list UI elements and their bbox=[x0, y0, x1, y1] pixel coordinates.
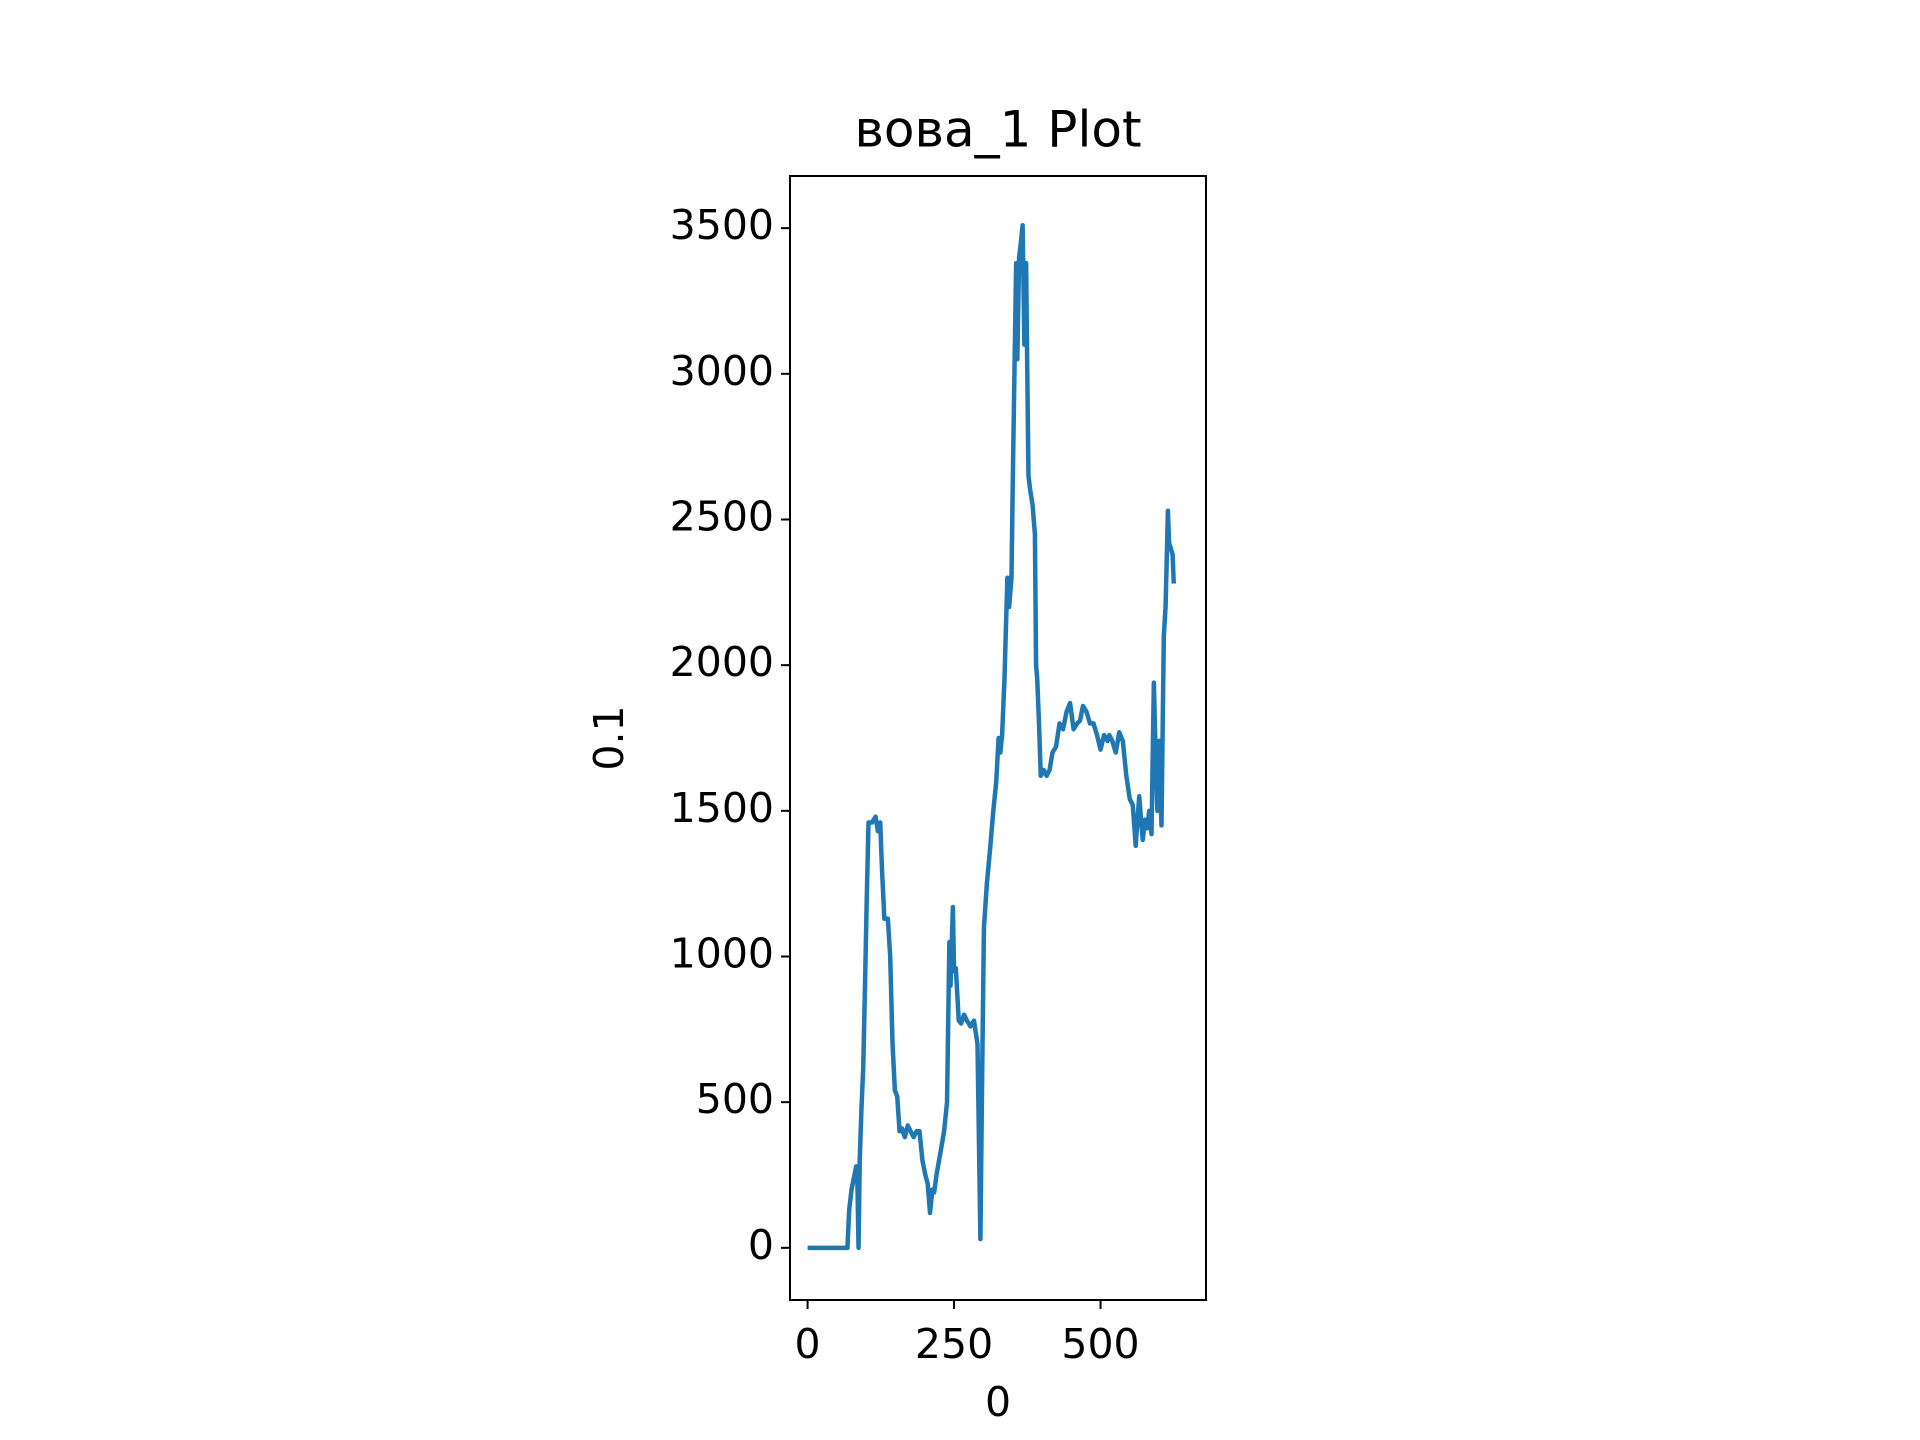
y-tick-label: 3500 bbox=[670, 201, 774, 249]
chart-title: вова_1 Plot bbox=[854, 101, 1141, 159]
y-tick-label: 500 bbox=[696, 1075, 774, 1123]
y-axis-label: 0.1 bbox=[585, 705, 633, 770]
x-tick-label: 250 bbox=[915, 1320, 993, 1368]
plot-frame bbox=[789, 175, 1207, 1301]
y-tick-label: 1500 bbox=[670, 784, 774, 832]
y-tick-label: 2000 bbox=[670, 638, 774, 686]
line bbox=[807, 222, 1177, 1251]
y-tick-label: 1000 bbox=[670, 930, 774, 978]
y-tick-label: 0 bbox=[748, 1221, 774, 1269]
y-tick-label: 2500 bbox=[670, 492, 774, 540]
y-tick-label: 3000 bbox=[670, 347, 774, 395]
x-tick-label: 0 bbox=[795, 1320, 821, 1368]
x-axis-label: 0 bbox=[985, 1378, 1011, 1426]
x-tick-label: 500 bbox=[1061, 1320, 1139, 1368]
